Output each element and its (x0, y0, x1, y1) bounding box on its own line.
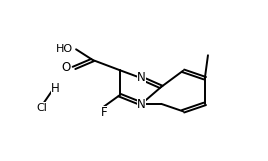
Text: H: H (51, 82, 60, 95)
Text: Cl: Cl (37, 103, 48, 113)
Text: F: F (100, 106, 107, 119)
Text: N: N (137, 98, 146, 111)
Text: HO: HO (56, 44, 73, 54)
Text: O: O (61, 61, 70, 74)
Text: N: N (137, 71, 146, 84)
